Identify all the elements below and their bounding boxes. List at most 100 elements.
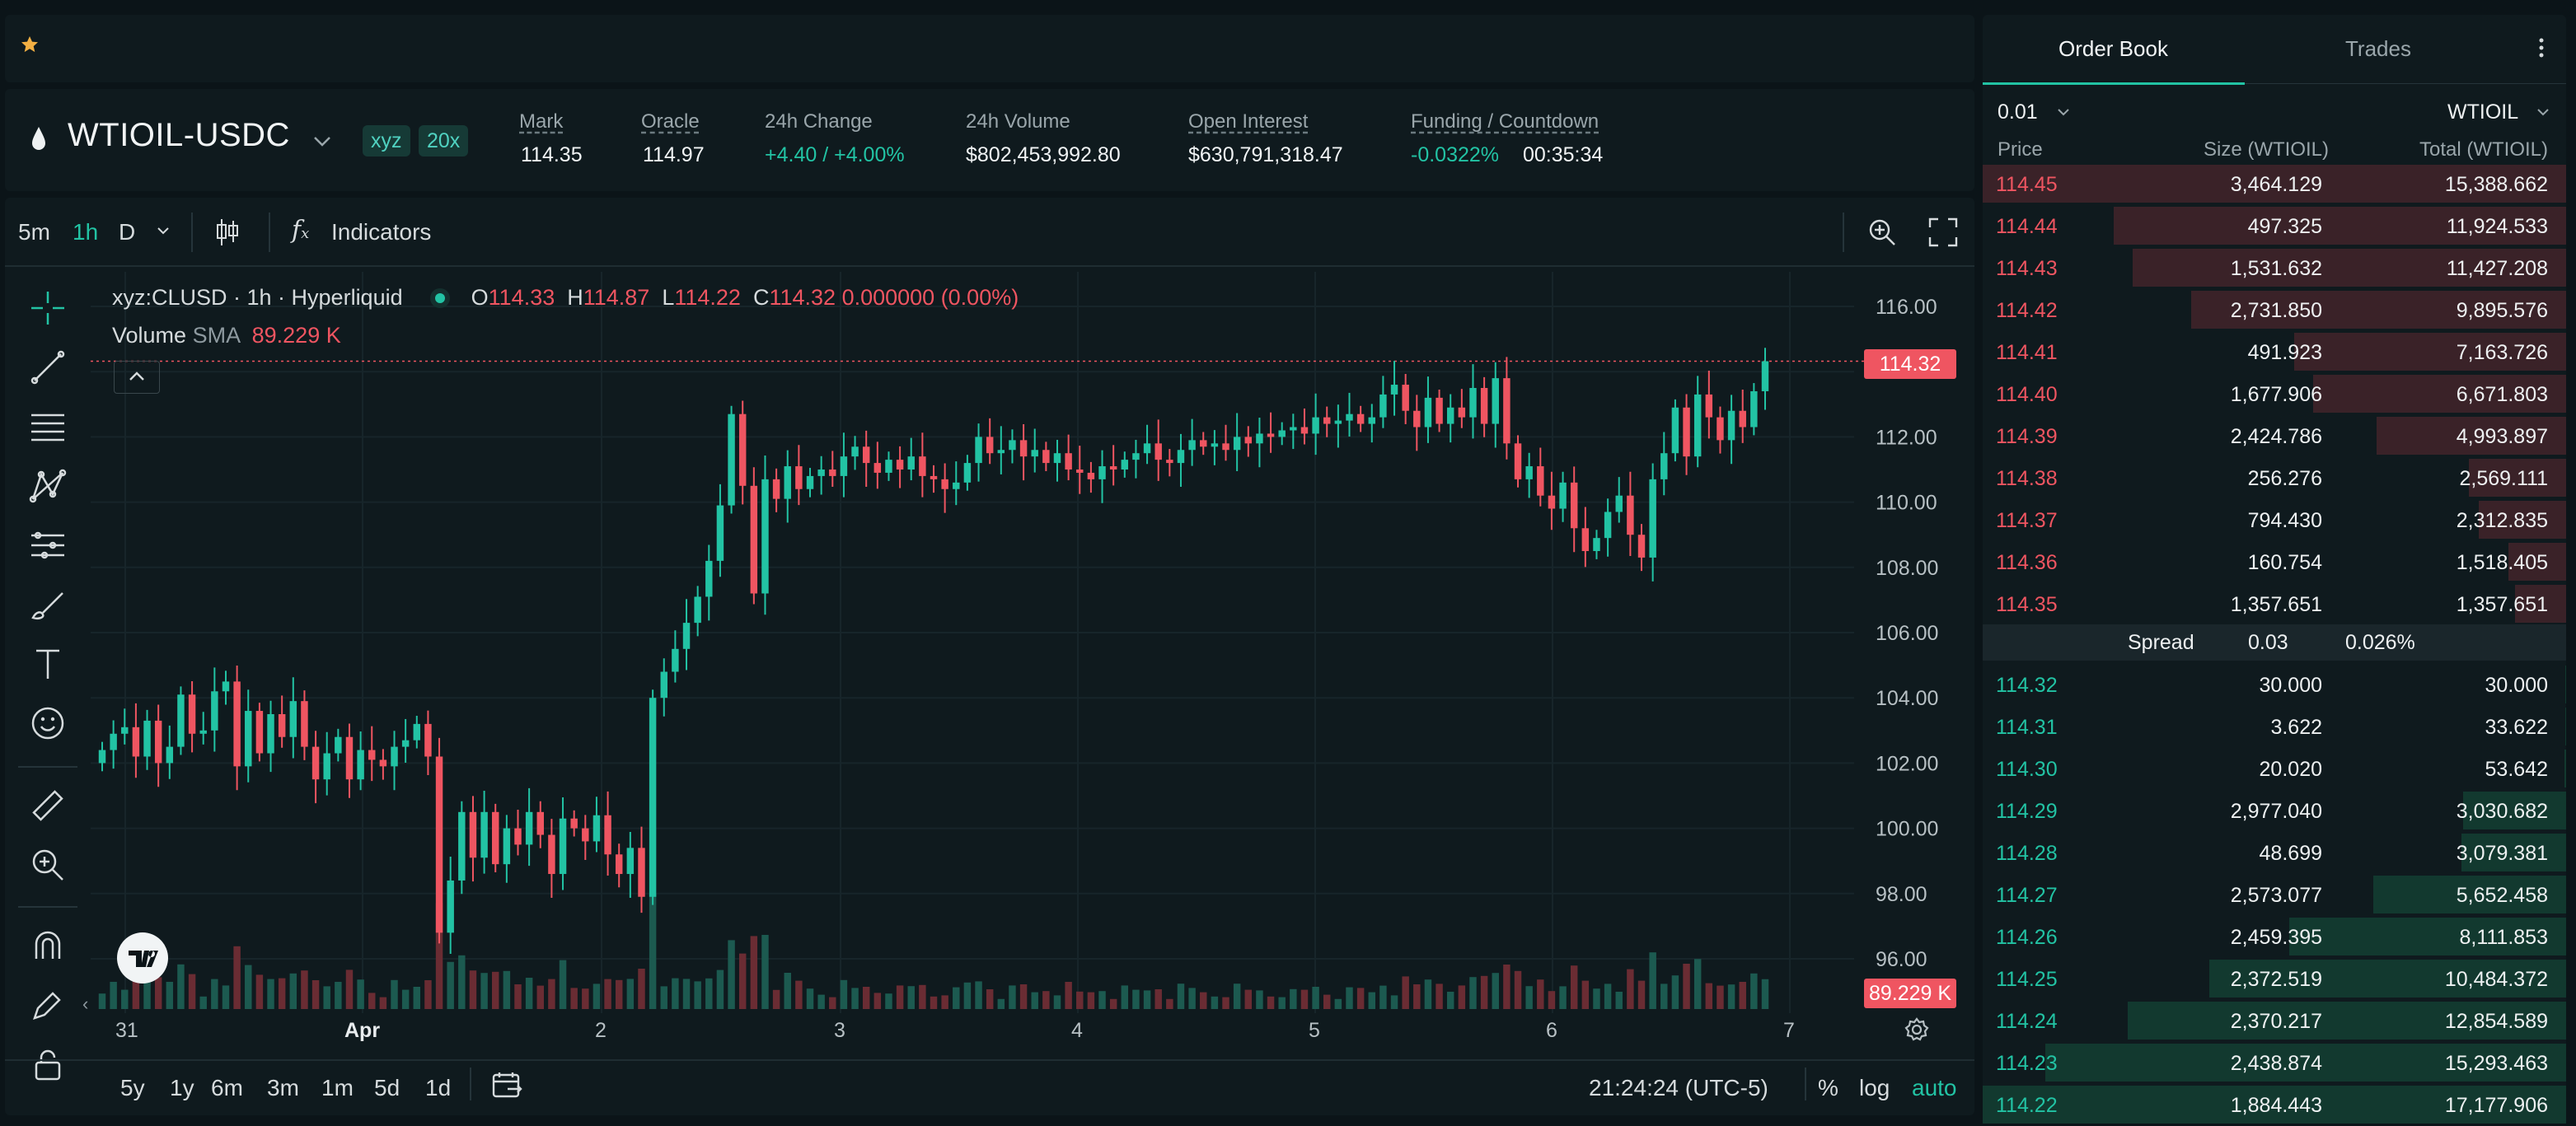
fx-icon[interactable]: fx xyxy=(292,216,310,245)
ask-size: 160.754 xyxy=(2247,551,2322,574)
brush-icon[interactable] xyxy=(28,585,68,624)
ask-row[interactable]: 114.41 491.923 7,163.726 xyxy=(1983,331,2566,373)
candle-body xyxy=(1480,388,1488,424)
ruler-icon[interactable] xyxy=(28,786,68,825)
crosshair-icon[interactable] xyxy=(28,288,68,328)
zoom-icon[interactable] xyxy=(28,845,68,885)
candle-body xyxy=(705,560,713,597)
volume-bar xyxy=(1424,979,1432,1009)
pencil-lock-icon[interactable] xyxy=(28,985,68,1025)
tick-size-select[interactable]: 0.01 xyxy=(1998,100,2072,124)
collapse-legend-button[interactable] xyxy=(114,361,160,394)
projection-icon[interactable] xyxy=(28,526,68,565)
text-icon[interactable] xyxy=(28,644,68,684)
pattern-icon[interactable] xyxy=(28,466,68,506)
volume-bar xyxy=(1717,985,1724,1009)
candle-body xyxy=(1739,410,1746,428)
volume-bar xyxy=(930,996,938,1009)
ask-row[interactable]: 114.39 2,424.786 4,993.897 xyxy=(1983,415,2566,457)
tradingview-logo[interactable] xyxy=(117,932,168,983)
ask-total: 11,427.208 xyxy=(2446,257,2548,280)
range-3m[interactable]: 3m xyxy=(267,1075,299,1100)
bid-row[interactable]: 114.25 2,372.519 10,484.372 xyxy=(1983,958,2566,1000)
trend-line-icon[interactable] xyxy=(28,348,68,387)
more-icon[interactable] xyxy=(2536,36,2546,63)
price-chart[interactable]: 116.00114.00112.00110.00108.00106.00104.… xyxy=(0,272,1978,1104)
legend-o-value: 114.33 xyxy=(488,285,555,310)
calendar-icon[interactable] xyxy=(491,1071,524,1105)
clock[interactable]: 21:24:24 (UTC-5) xyxy=(1589,1075,1768,1100)
volume-bar xyxy=(525,978,533,1009)
bid-row[interactable]: 114.23 2,438.874 15,293.463 xyxy=(1983,1042,2566,1084)
volume-bar xyxy=(1559,986,1567,1009)
legend-dot[interactable] xyxy=(435,293,446,303)
chevron-down-icon[interactable] xyxy=(155,222,171,243)
lock-icon[interactable] xyxy=(28,1044,68,1084)
ask-row[interactable]: 114.37 794.430 2,312.835 xyxy=(1983,499,2566,541)
interval-5m[interactable]: 5m xyxy=(18,219,50,245)
candles-icon[interactable] xyxy=(214,217,241,251)
volume-bar xyxy=(536,985,544,1009)
bid-row[interactable]: 114.28 48.699 3,079.381 xyxy=(1983,832,2566,874)
funding-value: -0.0322% xyxy=(1411,143,1500,166)
fullscreen-icon[interactable] xyxy=(1928,217,1958,251)
volume-bar xyxy=(1604,983,1612,1009)
ask-row[interactable]: 114.38 256.276 2,569.111 xyxy=(1983,457,2566,499)
ask-row[interactable]: 114.36 160.754 1,518.405 xyxy=(1983,541,2566,583)
interval-d[interactable]: D xyxy=(119,219,136,245)
bid-row[interactable]: 114.27 2,573.077 5,652.458 xyxy=(1983,874,2566,916)
ask-row[interactable]: 114.42 2,731.850 9,895.576 xyxy=(1983,289,2566,331)
ask-row[interactable]: 114.44 497.325 11,924.533 xyxy=(1983,205,2566,247)
volume-bar xyxy=(986,989,994,1009)
search-zoom-icon[interactable] xyxy=(1866,216,1899,253)
volume-bar xyxy=(1480,975,1488,1009)
asset-select[interactable]: WTIOIL xyxy=(2447,100,2551,124)
bid-size: 48.699 xyxy=(2259,842,2322,865)
log-toggle[interactable]: log xyxy=(1859,1075,1890,1100)
percent-toggle[interactable]: % xyxy=(1818,1075,1838,1100)
range-1m[interactable]: 1m xyxy=(321,1075,354,1100)
range-5y[interactable]: 5y xyxy=(120,1075,145,1100)
range-5d[interactable]: 5d xyxy=(374,1075,400,1100)
leverage-badge[interactable]: 20x xyxy=(419,125,469,157)
ask-price: 114.44 xyxy=(1996,215,2058,238)
fib-icon[interactable] xyxy=(28,407,68,446)
ticker-symbol[interactable]: WTIOIL-USDC xyxy=(68,117,290,153)
auto-toggle[interactable]: auto xyxy=(1912,1075,1957,1100)
bid-row[interactable]: 114.29 2,977.040 3,030.682 xyxy=(1983,790,2566,832)
bid-row[interactable]: 114.30 20.020 53.642 xyxy=(1983,748,2566,790)
collapse-toolbar-icon[interactable]: ‹ xyxy=(82,993,89,1014)
ask-depth-bar xyxy=(2132,249,2566,287)
y-tick-label: 96.00 xyxy=(1876,948,1927,971)
ask-row[interactable]: 114.40 1,677.906 6,671.803 xyxy=(1983,373,2566,415)
tab-trades[interactable]: Trades xyxy=(2345,36,2411,61)
ask-total: 9,895.576 xyxy=(2456,299,2548,322)
tab-order-book[interactable]: Order Book xyxy=(2058,36,2168,61)
ask-row[interactable]: 114.43 1,531.632 11,427.208 xyxy=(1983,247,2566,289)
bid-price: 114.24 xyxy=(1996,1010,2058,1033)
bid-row[interactable]: 114.32 30.000 30.000 xyxy=(1983,664,2566,706)
range-6m[interactable]: 6m xyxy=(211,1075,243,1100)
bid-row[interactable]: 114.26 2,459.395 8,111.853 xyxy=(1983,916,2566,958)
candle-body xyxy=(1593,538,1600,551)
range-1d[interactable]: 1d xyxy=(425,1075,452,1100)
candle-body xyxy=(143,720,151,757)
bid-price: 114.29 xyxy=(1996,800,2058,823)
ask-row[interactable]: 114.45 3,464.129 15,388.662 xyxy=(1983,163,2566,205)
star-icon[interactable] xyxy=(20,35,40,58)
interval-1h[interactable]: 1h xyxy=(73,219,99,245)
candle-body xyxy=(829,470,836,476)
candle-body xyxy=(132,727,140,757)
emoji-icon[interactable] xyxy=(28,703,68,743)
range-1y[interactable]: 1y xyxy=(170,1075,194,1100)
ask-row[interactable]: 114.35 1,357.651 1,357.651 xyxy=(1983,583,2566,625)
indicators-button[interactable]: Indicators xyxy=(331,219,432,245)
magnet-icon[interactable] xyxy=(28,926,68,965)
candle-body xyxy=(1627,495,1634,535)
chevron-down-icon[interactable] xyxy=(310,128,335,157)
volume-bar xyxy=(132,979,140,1009)
bid-row[interactable]: 114.22 1,884.443 17,177.906 xyxy=(1983,1084,2566,1126)
settings-icon[interactable] xyxy=(1904,1016,1930,1047)
bid-row[interactable]: 114.31 3.622 33.622 xyxy=(1983,706,2566,748)
bid-row[interactable]: 114.24 2,370.217 12,854.589 xyxy=(1983,1000,2566,1042)
